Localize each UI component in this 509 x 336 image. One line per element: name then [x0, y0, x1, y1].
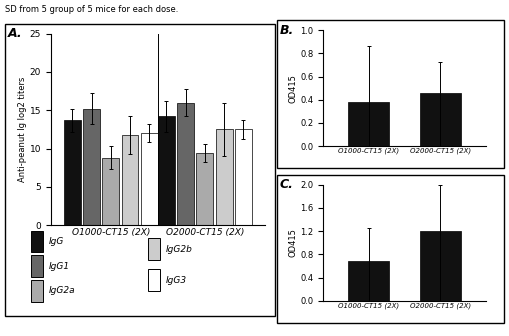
Bar — [31, 230, 43, 252]
Bar — [64, 120, 81, 225]
Bar — [148, 238, 160, 260]
Text: SD from 5 group of 5 mice for each dose.: SD from 5 group of 5 mice for each dose. — [5, 5, 179, 14]
Bar — [196, 153, 213, 225]
Bar — [177, 102, 194, 225]
Text: IgG3: IgG3 — [165, 276, 187, 285]
Text: IgG: IgG — [48, 237, 64, 246]
Bar — [141, 133, 158, 225]
Bar — [122, 135, 138, 225]
Bar — [148, 269, 160, 291]
Bar — [235, 129, 252, 225]
Bar — [31, 255, 43, 277]
Bar — [349, 102, 389, 146]
Text: IgG1: IgG1 — [48, 262, 70, 270]
Bar — [83, 109, 100, 225]
Bar — [420, 231, 461, 301]
Y-axis label: OD415: OD415 — [289, 228, 297, 257]
Y-axis label: Anti-peanut Ig log2 titers: Anti-peanut Ig log2 titers — [18, 77, 27, 182]
Text: IgG2b: IgG2b — [165, 245, 192, 254]
Bar — [102, 158, 119, 225]
Bar — [349, 261, 389, 301]
Y-axis label: OD415: OD415 — [289, 74, 297, 102]
Text: B.: B. — [280, 24, 294, 37]
Bar — [420, 93, 461, 146]
Bar — [31, 280, 43, 302]
Bar — [216, 129, 233, 225]
Text: IgG2a: IgG2a — [48, 286, 75, 295]
Bar — [158, 116, 175, 225]
Text: A.: A. — [8, 27, 22, 40]
Text: C.: C. — [280, 178, 294, 191]
